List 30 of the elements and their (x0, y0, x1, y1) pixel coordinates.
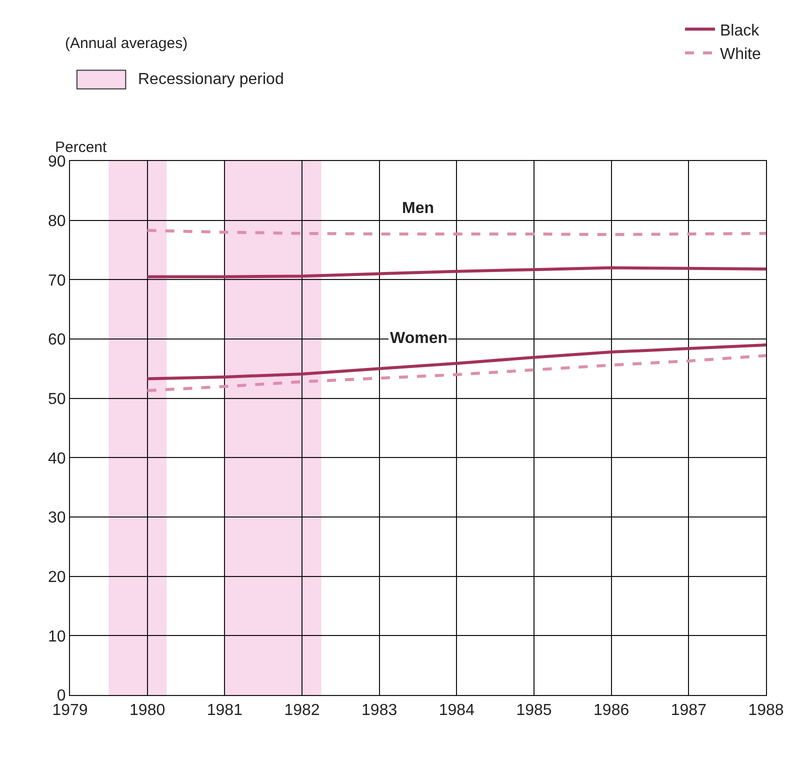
legend-label: Recessionary period (138, 71, 284, 88)
y-tick-label: 10 (48, 628, 66, 646)
x-tick-label: 1987 (670, 702, 707, 720)
y-tick-label: 70 (48, 272, 66, 290)
y-tick-label: 80 (48, 212, 66, 230)
y-tick-label: 30 (48, 510, 66, 527)
y-tick-label: 50 (48, 390, 66, 408)
y-tick-label: 20 (48, 568, 66, 586)
text: (Annual averages) (65, 35, 188, 52)
x-tick-label: 1980 (130, 702, 166, 720)
line-series (146, 266, 766, 278)
y-tick-label: 90 (48, 154, 66, 171)
y-axis-title: Percent (55, 139, 108, 156)
x-tick-label: 1983 (362, 702, 398, 720)
x-tick-label: 1988 (748, 702, 784, 720)
y-tick-label: 40 (48, 450, 66, 468)
x-tick-label: 1984 (438, 702, 475, 720)
line-series (146, 354, 766, 392)
y-tick-label: 60 (48, 332, 66, 349)
x-tick-label: 1982 (284, 702, 320, 720)
x-tick-label: 1979 (52, 702, 88, 720)
line-series (146, 343, 766, 380)
x-tick-label: 1985 (516, 702, 552, 720)
annotation: Women (390, 330, 448, 347)
legend-label: White (720, 46, 761, 64)
y-tick-label: 0 (56, 688, 66, 705)
annotation: Men (402, 200, 434, 217)
legend-label: Black (720, 22, 760, 40)
x-tick-label: 1981 (206, 702, 243, 720)
x-tick-label: 1986 (594, 702, 630, 720)
